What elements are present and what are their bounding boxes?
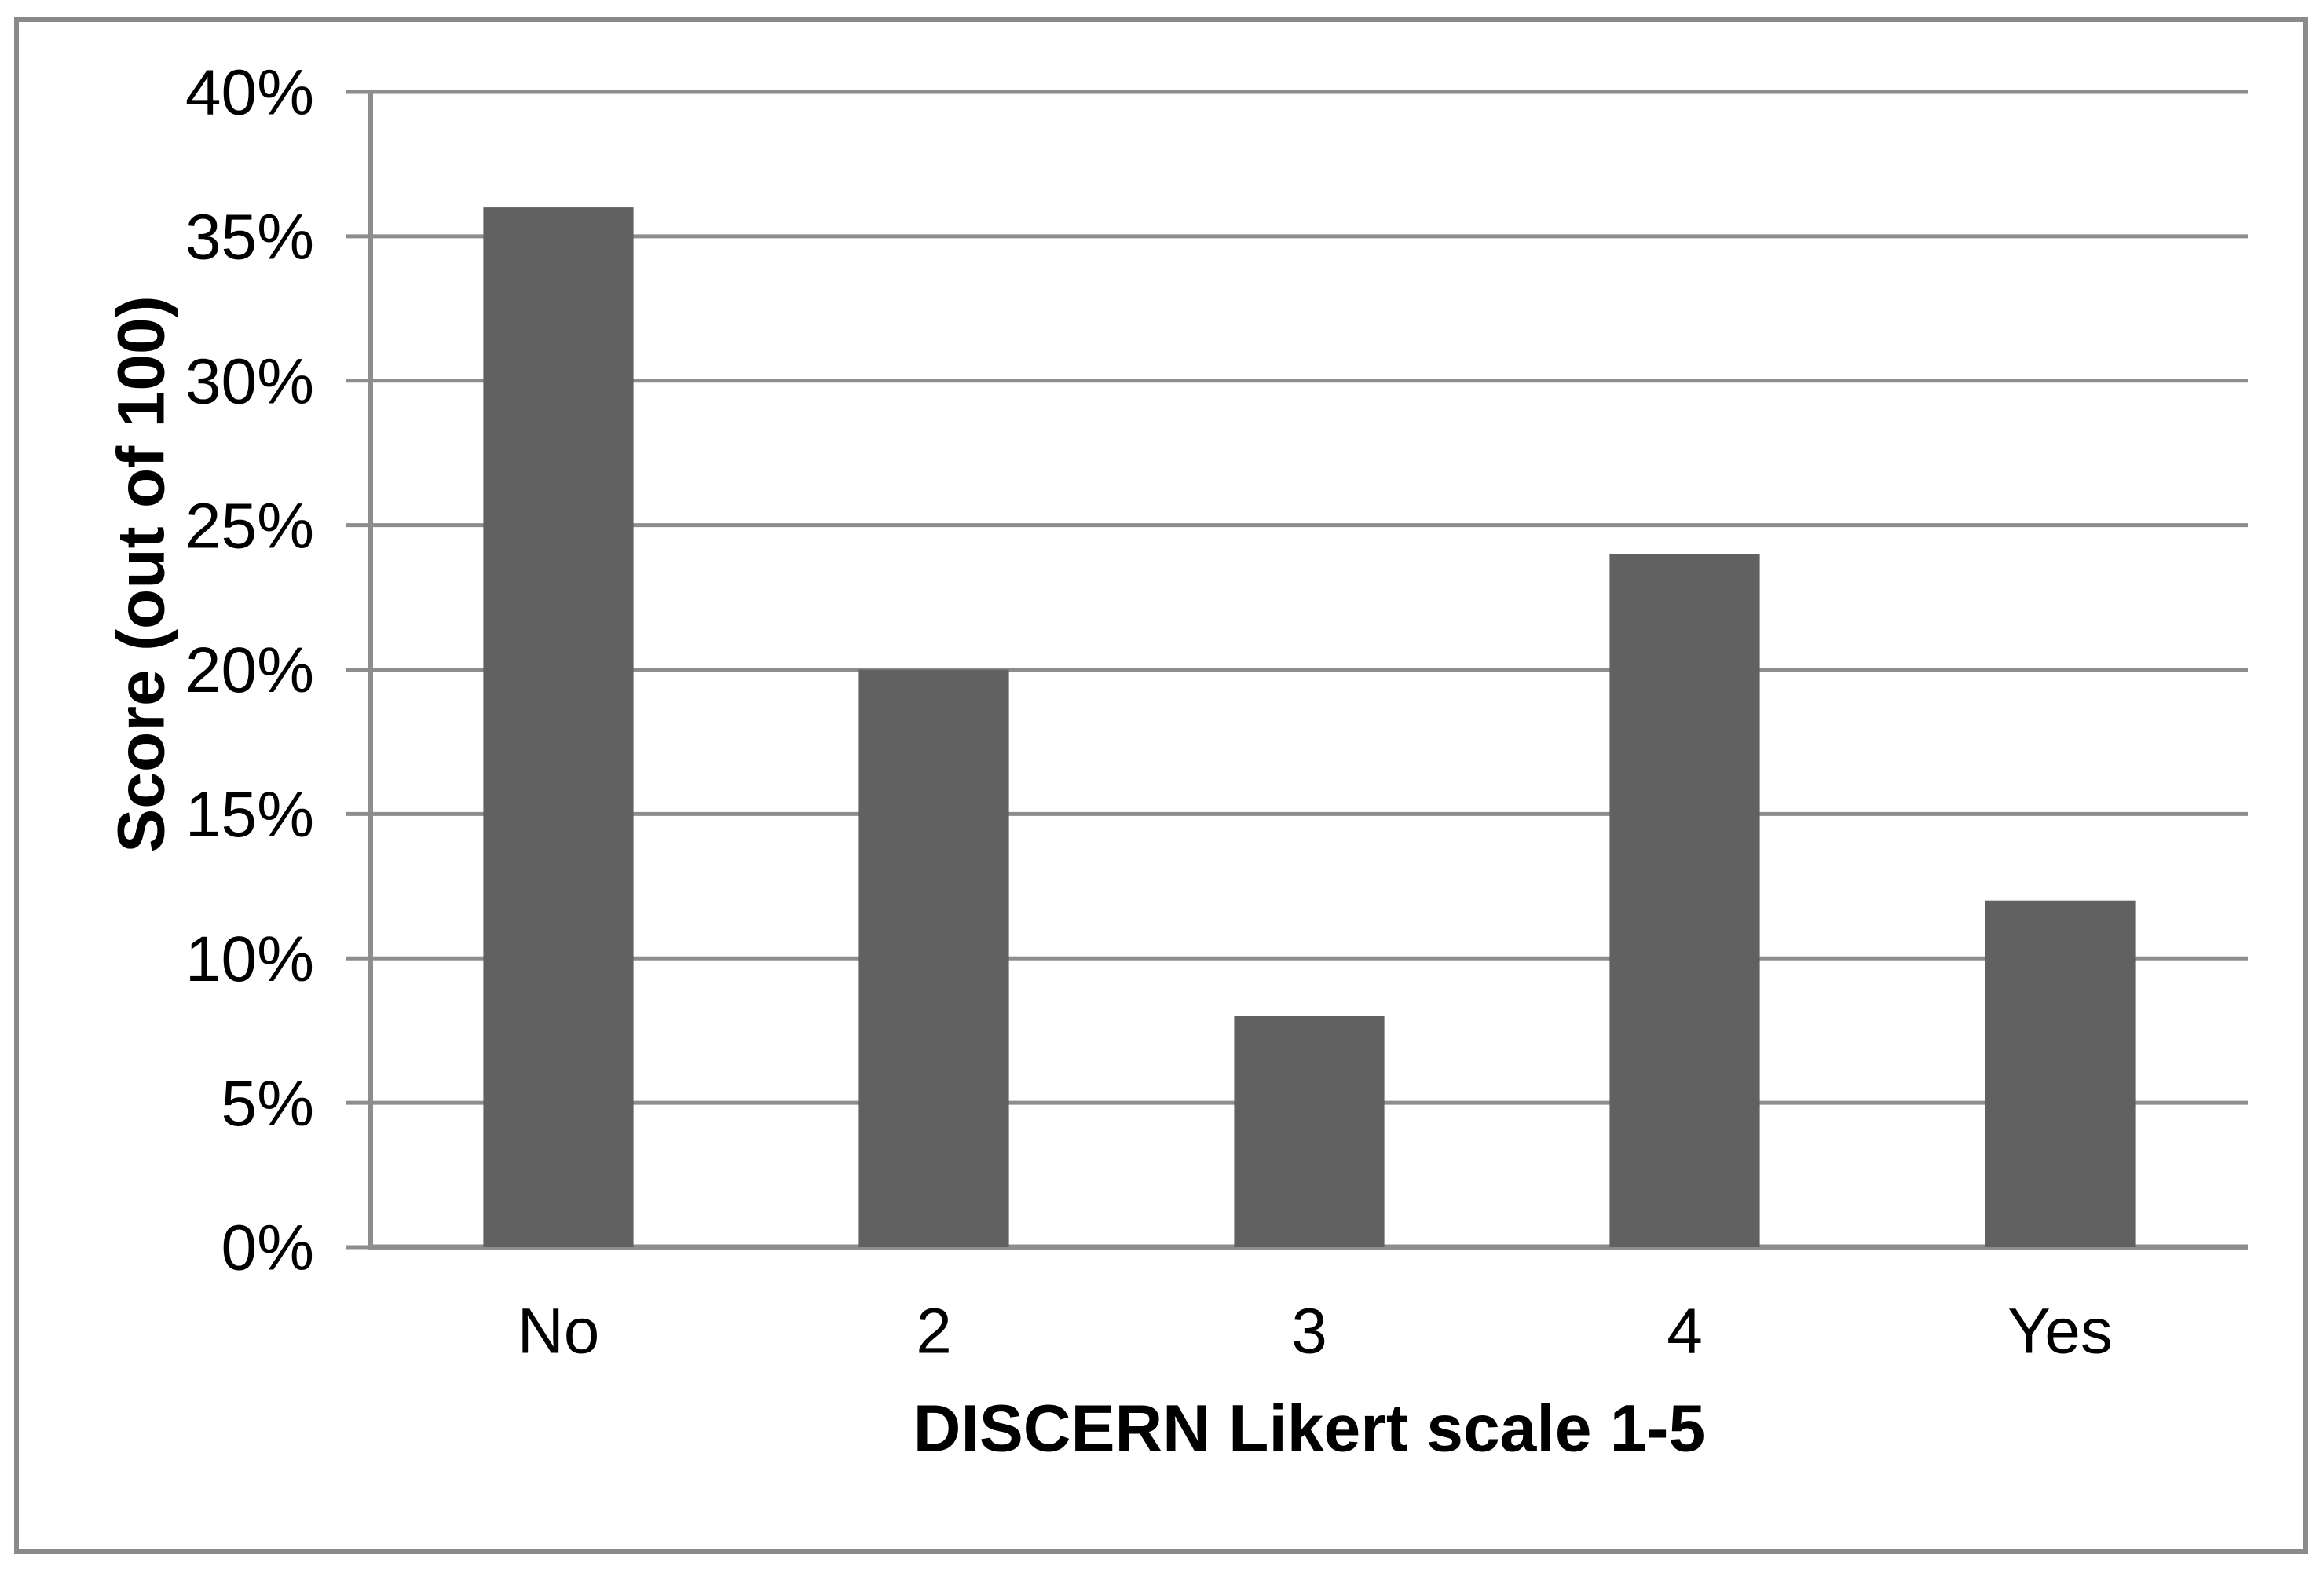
- x-category-label-No: No: [518, 1296, 600, 1367]
- y-tick-label-25: 25%: [185, 490, 314, 562]
- bar-4: [1609, 554, 1760, 1247]
- gridlines: [371, 90, 2248, 1250]
- x-axis-title: DISCERN Likert scale 1-5: [913, 1391, 1705, 1465]
- bars: [483, 207, 2136, 1248]
- y-tick-label-5: 5%: [221, 1068, 314, 1140]
- bar-2: [858, 669, 1009, 1247]
- y-tick-label-35: 35%: [185, 202, 314, 273]
- x-category-labels: No 2 3 4 Yes: [518, 1296, 2113, 1367]
- y-tick-label-40: 40%: [185, 57, 314, 129]
- y-axis-title: Score (out of 100): [104, 295, 178, 852]
- x-category-label-2: 2: [916, 1296, 952, 1367]
- x-category-label-Yes: Yes: [2007, 1296, 2113, 1367]
- x-category-label-3: 3: [1291, 1296, 1327, 1367]
- bar-No: [483, 207, 634, 1248]
- y-tick-label-0: 0%: [221, 1213, 314, 1284]
- y-tick-label-15: 15%: [185, 779, 314, 851]
- x-category-label-4: 4: [1667, 1296, 1703, 1367]
- axes: [346, 90, 373, 1250]
- y-tick-labels: 0% 5% 10% 15% 20% 25% 30% 35% 40%: [185, 57, 314, 1284]
- y-tick-label-30: 30%: [185, 346, 314, 417]
- y-tick-label-10: 10%: [185, 924, 314, 995]
- chart-border: [14, 17, 2308, 1554]
- bar-3: [1234, 1016, 1385, 1247]
- y-tick-label-20: 20%: [185, 635, 314, 706]
- bar-Yes: [1985, 900, 2136, 1247]
